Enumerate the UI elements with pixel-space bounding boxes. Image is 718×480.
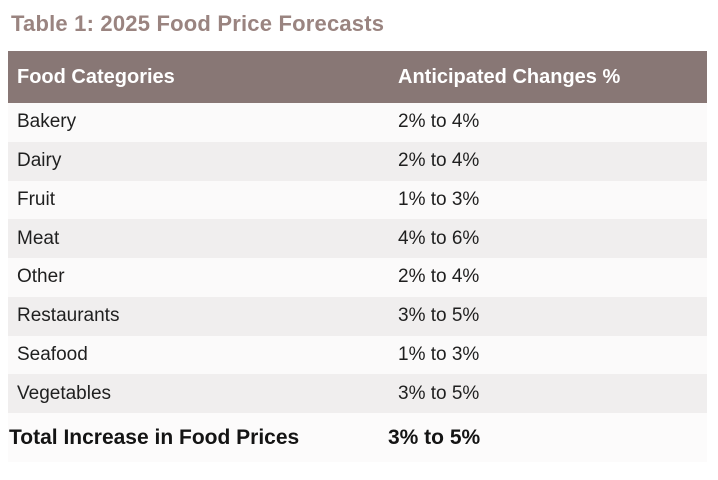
row-category-cell: Dairy [17, 150, 62, 172]
row-change-cell: 3% to 5% [398, 305, 480, 327]
table-title: Table 1: 2025 Food Price Forecasts [11, 11, 385, 36]
table-row: Restaurants 3% to 5% [8, 296, 707, 336]
table-header-row: Food Categories Anticipated Changes % [8, 51, 707, 103]
table-row: Seafood 1% to 3% [8, 335, 707, 375]
total-label: Total Increase in Food Prices [9, 425, 300, 449]
row-change-cell: 1% to 3% [398, 188, 480, 210]
total-value: 3% to 5% [388, 425, 481, 449]
header-col-anticipated-changes: Anticipated Changes % [398, 65, 621, 88]
row-category-cell: Fruit [17, 188, 55, 210]
row-change-cell: 2% to 4% [398, 150, 480, 172]
table-body: Bakery 2% to 4% Dairy 2% to 4% Fruit 1% … [8, 103, 707, 413]
table-row: Dairy 2% to 4% [8, 141, 707, 181]
row-category-cell: Other [17, 266, 65, 288]
table-total-row: Total Increase in Food Prices 3% to 5% [8, 413, 707, 462]
table-row: Other 2% to 4% [8, 258, 707, 297]
row-change-cell: 3% to 5% [398, 382, 480, 404]
table-row: Bakery 2% to 4% [8, 103, 707, 142]
header-col-food-categories: Food Categories [17, 65, 175, 88]
row-category-cell: Bakery [17, 111, 77, 133]
food-price-table: Food Categories Anticipated Changes % Ba… [8, 51, 707, 462]
row-change-cell: 2% to 4% [398, 266, 480, 288]
row-category-cell: Restaurants [17, 305, 120, 327]
table-row: Vegetables 3% to 5% [8, 374, 707, 413]
row-change-cell: 1% to 3% [398, 343, 480, 365]
row-category-cell: Vegetables [17, 382, 112, 404]
row-change-cell: 2% to 4% [398, 111, 480, 133]
row-category-cell: Meat [17, 227, 60, 249]
row-change-cell: 4% to 6% [398, 227, 480, 249]
table-row: Meat 4% to 6% [8, 219, 707, 258]
row-category-cell: Seafood [17, 343, 88, 365]
table-row: Fruit 1% to 3% [8, 180, 707, 220]
